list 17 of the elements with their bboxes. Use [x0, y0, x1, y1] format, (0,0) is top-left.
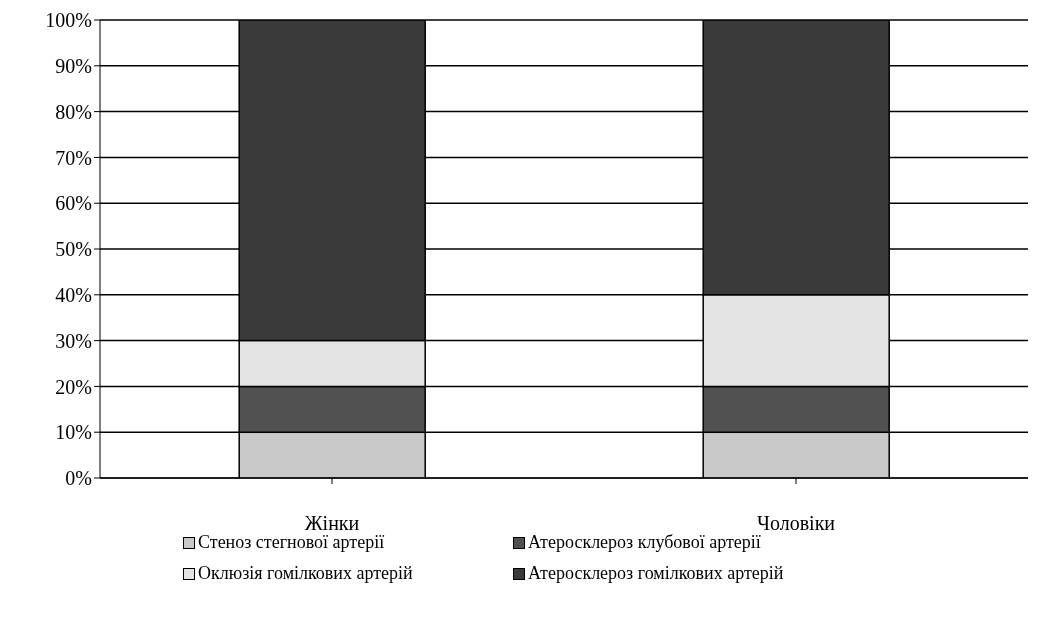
- x-tick-label: Жінки: [304, 512, 360, 535]
- legend-label: Оклюзія гомілкових артерій: [198, 563, 413, 584]
- y-tick-label: 60%: [55, 192, 92, 215]
- y-tick-label: 30%: [55, 329, 92, 352]
- legend-label: Стеноз стегнової артерії: [198, 532, 385, 553]
- y-tick-label: 50%: [55, 238, 92, 261]
- legend-label: Атеросклероз клубової артерії: [528, 532, 761, 553]
- y-tick-label: 20%: [55, 375, 92, 398]
- y-tick-label: 70%: [55, 146, 92, 169]
- y-tick-label: 0%: [65, 467, 92, 490]
- y-tick-label: 40%: [55, 283, 92, 306]
- legend-label: Атеросклероз гомілкових артерій: [528, 563, 784, 584]
- y-tick-label: 80%: [55, 100, 92, 123]
- y-tick-label: 10%: [55, 421, 92, 444]
- y-tick-label: 90%: [55, 54, 92, 77]
- y-tick-label: 100%: [45, 9, 92, 32]
- x-tick-label: Чоловіки: [756, 512, 836, 535]
